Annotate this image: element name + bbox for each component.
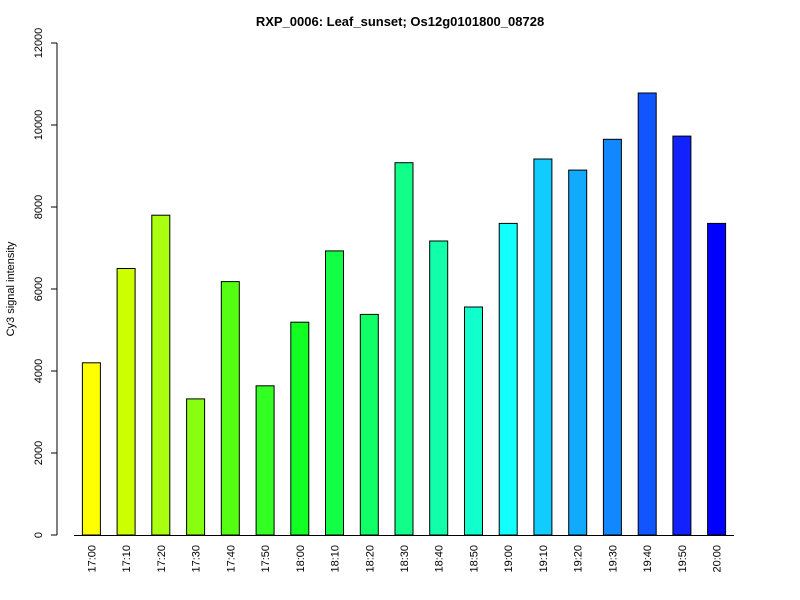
bar-1800 <box>290 321 310 536</box>
x-tick-label-5: 17:50 <box>260 545 272 573</box>
x-tick-label-15: 19:30 <box>607 545 619 573</box>
bar-1740 <box>220 281 240 536</box>
bar-1810 <box>325 250 344 536</box>
x-tick-label-0: 17:00 <box>86 545 98 573</box>
y-tick-label-3: 6000 <box>33 277 45 301</box>
bar-1900 <box>498 222 518 536</box>
y-tick-label-0: 0 <box>33 532 45 538</box>
x-tick-label-6: 18:00 <box>295 545 307 573</box>
bar-1820 <box>359 313 379 536</box>
y-axis: 0 2000 4000 6000 8000 10000 12000 <box>33 28 58 538</box>
x-tick-label-12: 19:00 <box>503 545 515 573</box>
x-tick-label-13: 19:10 <box>538 545 550 573</box>
bar-2000 <box>707 222 727 536</box>
y-axis-label: Cy3 signal intensity <box>5 241 17 336</box>
y-tick-label-2: 4000 <box>33 359 45 383</box>
y-tick-label-1: 2000 <box>33 441 45 465</box>
bar-1940 <box>637 92 657 536</box>
bar-1910 <box>533 158 553 536</box>
bar-1730 <box>186 398 206 536</box>
x-axis-labels: 17:00 17:10 17:20 17:30 17:40 17:50 18:00 18:10… <box>86 545 723 573</box>
x-tick-label-11: 18:50 <box>468 545 480 573</box>
bar-1750 <box>255 385 275 536</box>
bar-1850 <box>464 306 483 536</box>
x-tick-label-4: 17:40 <box>225 545 237 573</box>
x-tick-label-14: 19:20 <box>573 545 585 573</box>
bar-1920 <box>568 169 588 536</box>
bar-1930 <box>602 138 622 536</box>
y-tick-label-5: 10000 <box>33 110 45 141</box>
y-tick-label-6: 12000 <box>33 28 45 59</box>
y-tick-label-4: 8000 <box>33 195 45 219</box>
bar-1700 <box>81 362 101 536</box>
x-tick-label-10: 18:40 <box>434 545 446 573</box>
x-tick-label-17: 19:50 <box>677 545 689 573</box>
x-tick-label-1: 17:10 <box>121 545 133 573</box>
bar-1830 <box>394 162 414 536</box>
bars <box>74 92 734 536</box>
x-tick-label-16: 19:40 <box>642 545 654 573</box>
bar-1710 <box>116 268 136 536</box>
x-tick-label-2: 17:20 <box>156 545 168 573</box>
x-tick-label-8: 18:20 <box>364 545 376 573</box>
bar-1950 <box>672 135 692 536</box>
x-tick-label-18: 20:00 <box>712 545 724 573</box>
chart-title: RXP_0006: Leaf_sunset; Os12g0101800_0872… <box>256 14 544 29</box>
bar-1720 <box>151 214 171 536</box>
bar-1840 <box>429 240 449 536</box>
x-tick-label-3: 17:30 <box>191 545 203 573</box>
x-tick-label-7: 18:10 <box>330 545 342 573</box>
x-tick-label-9: 18:30 <box>399 545 411 573</box>
